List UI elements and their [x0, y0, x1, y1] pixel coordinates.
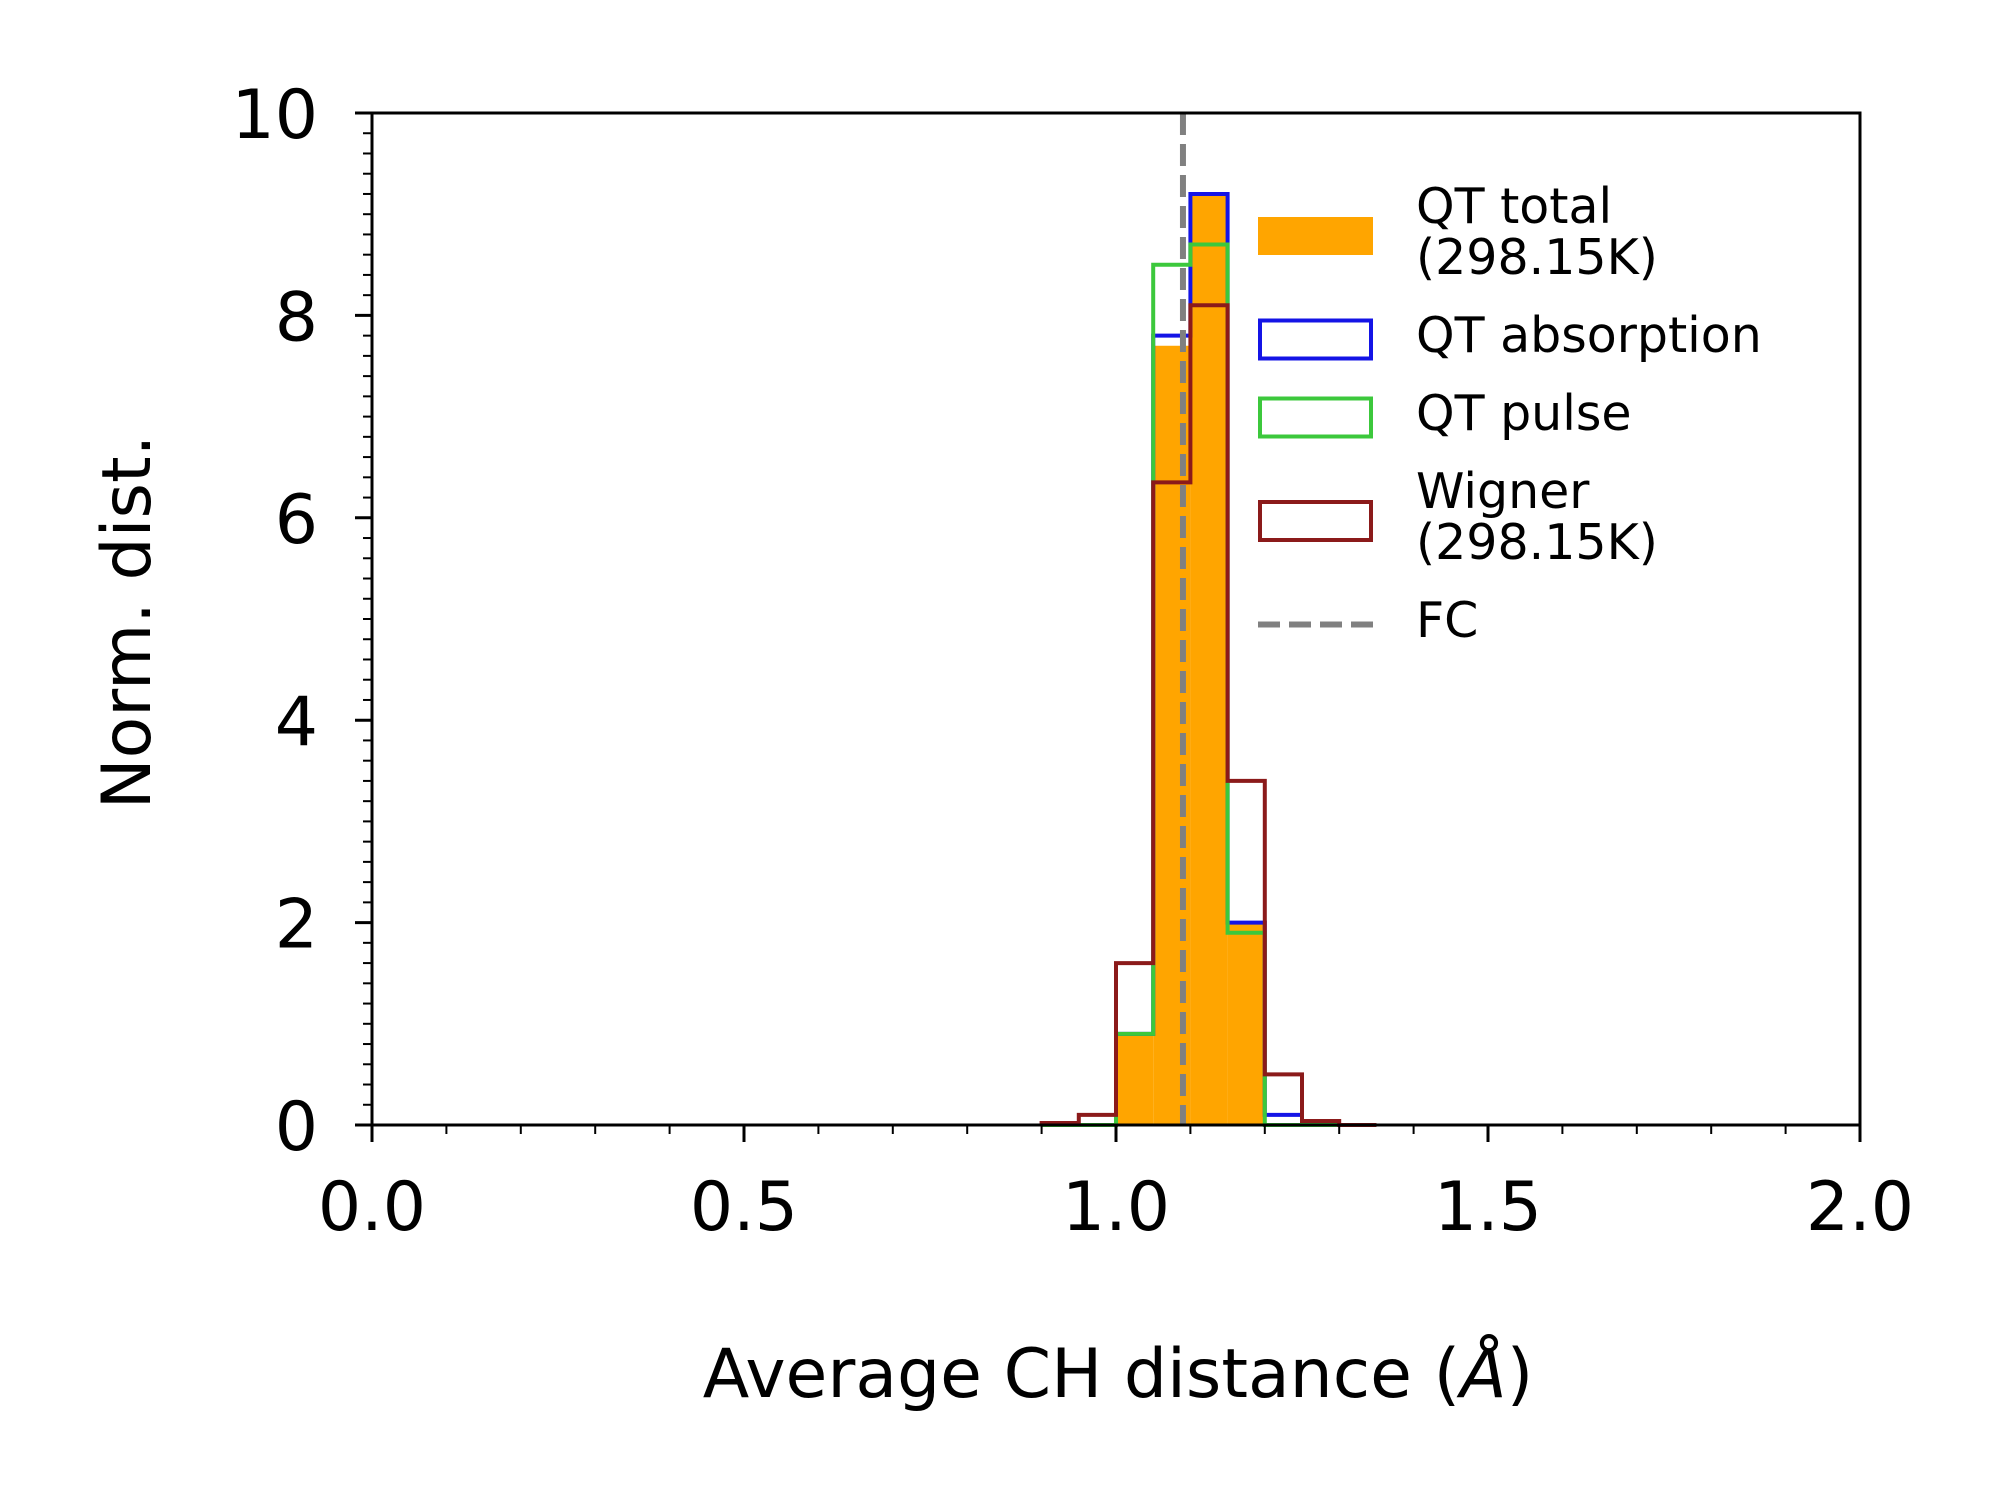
x-axis-label-close: ) [1507, 1335, 1534, 1414]
histogram-step-line [1039, 303, 1377, 1127]
series-3 [1039, 303, 1377, 1127]
legend-entry-0: QT total (298.15K) [1258, 178, 1658, 286]
legend-label: QT total [1416, 178, 1612, 235]
y-tick-label: 10 [231, 76, 318, 155]
y-axis-label: Norm. dist. [88, 435, 167, 809]
x-tick-label: 2.0 [1806, 1168, 1914, 1247]
histogram-bar [1227, 922, 1265, 1125]
histogram-bar [1116, 1033, 1154, 1125]
x-tick-label: 1.5 [1434, 1168, 1542, 1247]
legend-label: (298.15K) [1416, 514, 1658, 571]
x-axis-label-text: Average CH distance ( [703, 1335, 1460, 1414]
legend-swatch [1258, 318, 1373, 361]
x-axis-label: Average CH distance (Å) [703, 1333, 1533, 1414]
y-tick-label: 2 [275, 886, 318, 965]
legend-label: FC [1416, 592, 1478, 649]
x-tick-label: 0.5 [690, 1168, 798, 1247]
legend-label: (298.15K) [1416, 229, 1658, 286]
y-tick-label: 8 [275, 278, 318, 357]
y-tick-label: 4 [275, 683, 318, 762]
x-tick-label: 0.0 [318, 1168, 426, 1247]
legend-entry-3: Wigner (298.15K) [1258, 463, 1658, 571]
axes: 0.0 0.5 1.0 1.5 2.0 0 2 4 6 8 10 [231, 76, 1914, 1247]
plot-area [1039, 113, 1377, 1127]
legend-label: QT pulse [1416, 385, 1632, 442]
x-axis-label-unit: Å [1456, 1333, 1507, 1414]
legend-entry-2: QT pulse [1258, 385, 1632, 442]
legend-entry-4: FC [1258, 592, 1478, 649]
histogram-bar [1190, 193, 1228, 1125]
legend: QT total (298.15K) QT absorption QT pulse W… [1258, 178, 1762, 649]
y-tick-label: 6 [275, 481, 318, 560]
legend-label: Wigner [1416, 463, 1590, 520]
legend-swatch [1258, 396, 1373, 439]
y-tick-label: 0 [275, 1088, 318, 1167]
legend-swatch [1258, 217, 1373, 255]
legend-swatch [1258, 500, 1373, 542]
legend-entry-1: QT absorption [1258, 307, 1762, 364]
x-tick-label: 1.0 [1062, 1168, 1170, 1247]
legend-label: QT absorption [1416, 307, 1762, 364]
